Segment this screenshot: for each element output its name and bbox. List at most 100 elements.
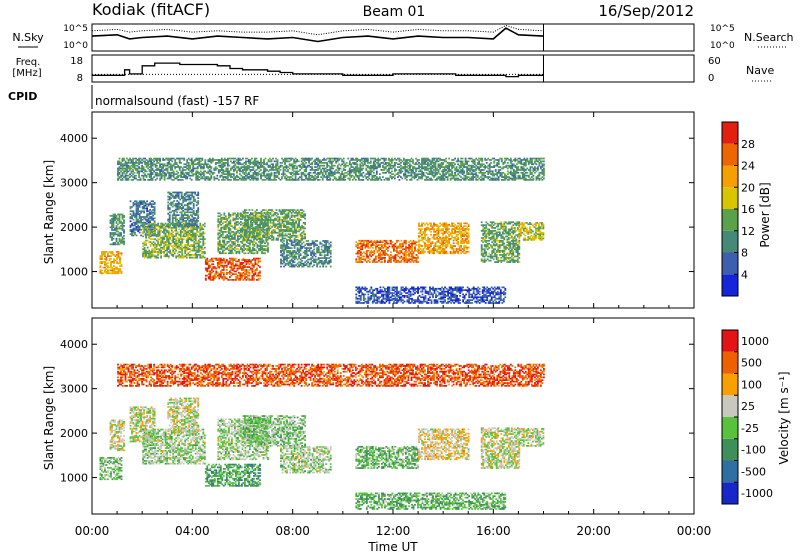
heatmap-cell bbox=[197, 246, 200, 249]
heatmap-cell bbox=[261, 245, 263, 247]
heatmap-cell bbox=[144, 226, 147, 228]
heatmap-cell bbox=[203, 251, 206, 253]
heatmap-cell bbox=[116, 270, 118, 273]
heatmap-cell bbox=[228, 214, 230, 216]
heatmap-cell bbox=[253, 259, 255, 261]
heatmap-cell bbox=[157, 254, 160, 256]
heatmap-cell bbox=[302, 210, 305, 213]
heatmap-cell bbox=[216, 259, 219, 261]
heatmap-cell bbox=[240, 233, 242, 236]
heatmap-cell bbox=[113, 265, 115, 267]
heatmap-cell bbox=[241, 232, 244, 235]
heatmap-cell bbox=[249, 248, 251, 250]
heatmap-cell bbox=[166, 235, 169, 238]
heatmap-cell bbox=[215, 276, 218, 278]
heatmap-cell bbox=[118, 227, 121, 230]
heatmap-cell bbox=[304, 257, 307, 259]
heatmap-cell bbox=[99, 255, 102, 258]
heatmap-cell bbox=[120, 240, 122, 243]
heatmap-cell bbox=[176, 221, 179, 224]
heatmap-cell bbox=[265, 249, 268, 252]
heatmap-cell bbox=[191, 249, 194, 252]
heatmap-cell bbox=[148, 228, 151, 231]
heatmap-cell bbox=[250, 231, 253, 233]
heatmap-cell bbox=[185, 225, 188, 228]
heatmap-cell bbox=[207, 264, 210, 267]
heatmap-cell bbox=[142, 224, 145, 226]
heatmap-cell bbox=[242, 233, 245, 236]
heatmap-cell bbox=[262, 249, 265, 252]
heatmap-cell bbox=[112, 220, 115, 223]
heatmap-cell bbox=[191, 225, 194, 228]
heatmap-cell bbox=[99, 262, 102, 265]
heatmap-cell bbox=[147, 214, 150, 217]
heatmap-cell bbox=[188, 224, 191, 227]
heatmap-cell bbox=[149, 232, 152, 235]
heatmap-cell bbox=[138, 214, 141, 217]
heatmap-cell bbox=[236, 274, 239, 277]
heatmap-cell bbox=[247, 223, 249, 226]
heatmap-cell bbox=[255, 249, 257, 252]
heatmap-cell bbox=[157, 248, 160, 251]
heatmap-cell bbox=[230, 259, 233, 261]
heatmap-cell bbox=[180, 218, 183, 221]
heatmap-cell bbox=[117, 242, 119, 244]
heatmap-cell bbox=[142, 254, 145, 256]
heatmap-cell bbox=[178, 255, 181, 258]
heatmap-cell bbox=[227, 263, 230, 266]
heatmap-cell bbox=[397, 239, 400, 242]
heatmap-cell bbox=[123, 219, 125, 222]
heatmap-cell bbox=[274, 229, 276, 231]
heatmap-cell bbox=[221, 264, 224, 267]
heatmap-cell bbox=[118, 216, 121, 219]
heatmap-cell bbox=[200, 228, 203, 231]
heatmap-cell bbox=[329, 244, 332, 247]
heatmap-cell bbox=[116, 268, 118, 270]
heatmap-cell bbox=[135, 221, 138, 224]
heatmap-cell bbox=[132, 228, 135, 231]
heatmap-cell bbox=[283, 242, 285, 245]
heatmap-cell bbox=[329, 265, 332, 268]
heatmap-cell bbox=[218, 267, 221, 270]
heatmap-cell bbox=[504, 225, 507, 228]
heatmap-cell bbox=[191, 191, 194, 194]
heatmap-cell bbox=[464, 225, 467, 228]
heatmap-cell bbox=[144, 207, 147, 210]
heatmap-cell bbox=[209, 264, 212, 267]
heatmap-cell bbox=[169, 232, 172, 235]
heatmap-cell bbox=[188, 245, 191, 248]
heatmap-cell bbox=[235, 248, 238, 250]
heatmap-cell bbox=[144, 234, 147, 237]
heatmap-cell bbox=[247, 260, 249, 263]
heatmap-cell bbox=[115, 240, 118, 243]
heatmap-cell bbox=[134, 200, 136, 203]
heatmap-cell bbox=[265, 236, 268, 239]
heatmap-cell bbox=[240, 241, 242, 243]
heatmap-cell bbox=[197, 217, 200, 219]
heatmap-cell bbox=[204, 274, 207, 277]
heatmap-cell bbox=[216, 274, 219, 277]
heatmap-cell bbox=[155, 248, 158, 251]
heatmap-cell bbox=[187, 248, 190, 251]
heatmap-cell bbox=[229, 215, 232, 218]
heatmap-cell bbox=[167, 231, 170, 233]
heatmap-cell bbox=[183, 193, 186, 195]
heatmap-cell bbox=[174, 191, 177, 194]
heatmap-cell bbox=[150, 204, 153, 207]
heatmap-cell bbox=[259, 246, 262, 249]
heatmap-cell bbox=[153, 226, 156, 228]
heatmap-cell bbox=[153, 227, 156, 230]
heatmap-cell bbox=[232, 248, 235, 250]
heatmap-cell bbox=[173, 235, 176, 238]
heatmap-cell bbox=[176, 191, 179, 194]
heatmap-cell bbox=[186, 225, 189, 228]
heatmap-cell bbox=[287, 250, 290, 252]
heatmap-cell bbox=[190, 228, 193, 231]
heatmap-cell bbox=[172, 231, 175, 233]
heatmap-cell bbox=[149, 254, 152, 256]
heatmap-cell bbox=[256, 263, 258, 266]
heatmap-cell bbox=[449, 250, 452, 253]
heatmap-cell bbox=[117, 223, 119, 226]
heatmap-cell bbox=[237, 239, 239, 242]
heatmap-cell bbox=[114, 213, 116, 216]
